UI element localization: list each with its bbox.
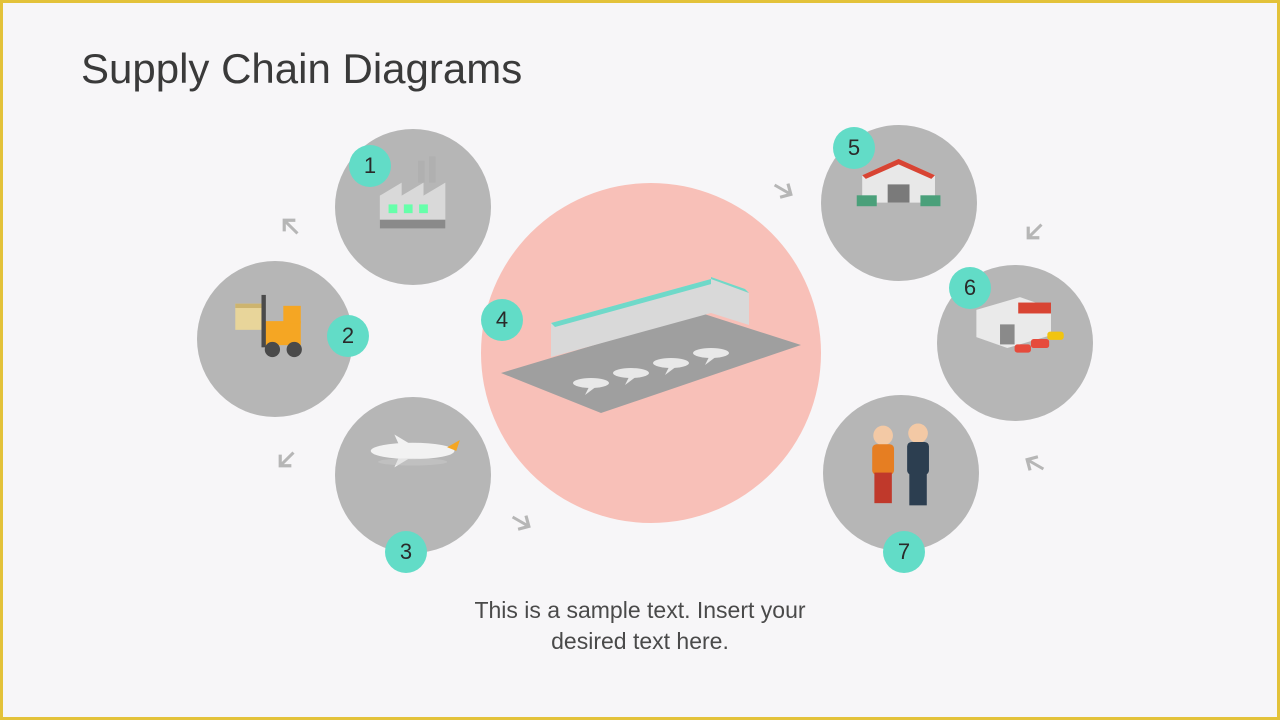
step-badge-7: 7 — [883, 531, 925, 573]
caption-text: This is a sample text. Insert your desir… — [3, 595, 1277, 657]
flow-arrow-6 — [1008, 438, 1057, 487]
plane-icon — [358, 420, 467, 529]
people-icon — [846, 418, 955, 527]
caption-line-1: This is a sample text. Insert your — [474, 597, 805, 623]
flow-arrow-1 — [264, 200, 315, 251]
flow-arrow-5 — [1008, 208, 1059, 259]
step-badge-1: 1 — [349, 145, 391, 187]
center-node — [481, 183, 821, 523]
step-badge-3: 3 — [385, 531, 427, 573]
node-3 — [335, 397, 491, 553]
flow-arrow-2 — [260, 436, 311, 487]
airport-icon — [481, 183, 821, 523]
step-badge-2: 2 — [327, 315, 369, 357]
step-badge-5: 5 — [833, 127, 875, 169]
node-7 — [823, 395, 979, 551]
forklift-icon — [220, 284, 329, 393]
step-badge-4: 4 — [481, 299, 523, 341]
step-badge-6: 6 — [949, 267, 991, 309]
caption-line-2: desired text here. — [551, 628, 729, 654]
